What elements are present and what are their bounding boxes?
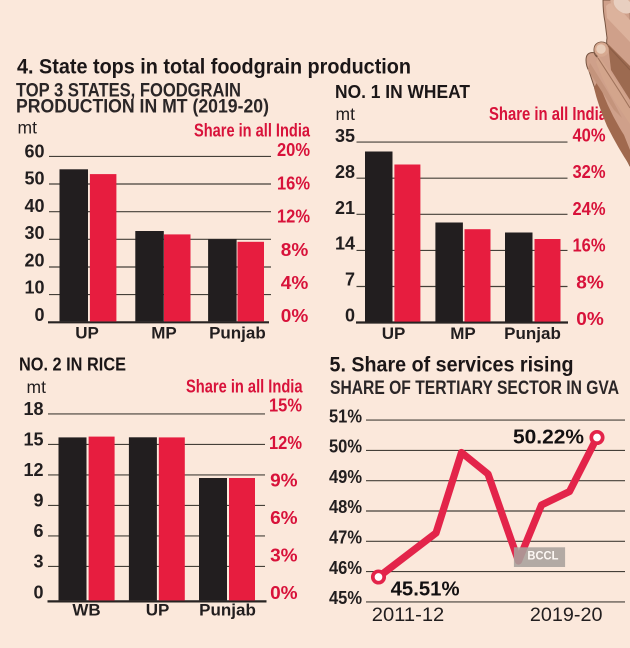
- svg-text:9: 9: [33, 491, 43, 511]
- svg-text:24%: 24%: [573, 198, 606, 219]
- svg-text:30: 30: [24, 223, 44, 243]
- svg-text:32%: 32%: [573, 161, 606, 182]
- svg-text:12%: 12%: [277, 206, 310, 227]
- svg-text:0: 0: [34, 305, 44, 325]
- svg-text:MP: MP: [450, 324, 476, 343]
- svg-text:Share in all India: Share in all India: [186, 377, 303, 397]
- svg-text:16%: 16%: [277, 172, 310, 193]
- svg-text:MP: MP: [151, 324, 177, 343]
- svg-text:50.22%: 50.22%: [513, 426, 584, 448]
- svg-text:Share in all India: Share in all India: [489, 104, 608, 124]
- svg-text:2019-20: 2019-20: [530, 604, 603, 626]
- svg-text:2011-12: 2011-12: [372, 604, 445, 626]
- svg-text:45%: 45%: [329, 588, 362, 608]
- svg-text:6%: 6%: [270, 507, 298, 528]
- svg-text:BCCL: BCCL: [527, 548, 558, 562]
- svg-text:3%: 3%: [270, 545, 298, 566]
- svg-text:0%: 0%: [270, 582, 298, 603]
- svg-text:50: 50: [24, 169, 44, 189]
- svg-text:3: 3: [33, 552, 43, 572]
- svg-text:0%: 0%: [576, 308, 604, 329]
- svg-text:mt: mt: [336, 104, 356, 124]
- svg-text:46%: 46%: [329, 558, 362, 578]
- svg-text:UP: UP: [382, 324, 406, 343]
- svg-text:NO. 2 IN RICE: NO. 2 IN RICE: [19, 354, 126, 375]
- svg-text:48%: 48%: [329, 497, 362, 517]
- svg-text:0: 0: [345, 306, 355, 326]
- svg-text:51%: 51%: [329, 406, 362, 426]
- svg-text:49%: 49%: [329, 467, 362, 487]
- svg-text:15: 15: [23, 430, 43, 450]
- svg-text:4. State tops in total foodgra: 4. State tops in total foodgrain product…: [17, 55, 411, 78]
- svg-text:PRODUCTION IN MT (2019-20): PRODUCTION IN MT (2019-20): [16, 97, 269, 118]
- svg-text:40: 40: [24, 196, 44, 216]
- svg-text:Share in all India: Share in all India: [194, 120, 311, 140]
- svg-text:mt: mt: [27, 377, 47, 397]
- svg-text:TOP 3 STATES, FOODGRAIN: TOP 3 STATES, FOODGRAIN: [16, 81, 241, 102]
- svg-text:50%: 50%: [329, 437, 362, 457]
- svg-text:60: 60: [24, 142, 44, 162]
- svg-text:20: 20: [24, 250, 44, 270]
- svg-text:15%: 15%: [269, 395, 302, 416]
- svg-text:40%: 40%: [573, 125, 606, 146]
- svg-text:NO. 1 IN WHEAT: NO. 1 IN WHEAT: [335, 81, 471, 102]
- svg-text:45.51%: 45.51%: [391, 579, 460, 601]
- svg-text:12%: 12%: [269, 432, 302, 453]
- svg-text:UP: UP: [146, 601, 170, 620]
- svg-text:12: 12: [23, 460, 43, 480]
- svg-text:Punjab: Punjab: [209, 324, 266, 343]
- svg-text:6: 6: [33, 521, 43, 541]
- svg-text:5. Share of services rising: 5. Share of services rising: [330, 354, 574, 377]
- svg-text:Punjab: Punjab: [504, 324, 561, 343]
- svg-text:0: 0: [33, 582, 43, 602]
- svg-text:UP: UP: [75, 324, 99, 343]
- svg-text:21: 21: [335, 198, 355, 218]
- svg-text:mt: mt: [18, 117, 38, 137]
- svg-text:7: 7: [345, 270, 355, 290]
- svg-text:16%: 16%: [573, 235, 606, 256]
- svg-text:8%: 8%: [281, 239, 309, 260]
- svg-text:14: 14: [335, 234, 355, 254]
- svg-text:18: 18: [23, 399, 43, 419]
- svg-text:8%: 8%: [576, 271, 604, 292]
- svg-text:SHARE OF TERTIARY SECTOR IN GV: SHARE OF TERTIARY SECTOR IN GVA: [330, 378, 619, 399]
- svg-text:28: 28: [335, 162, 355, 182]
- svg-text:4%: 4%: [281, 272, 309, 293]
- svg-text:10: 10: [24, 278, 44, 298]
- svg-text:47%: 47%: [329, 528, 362, 548]
- svg-text:WB: WB: [72, 601, 100, 620]
- svg-text:9%: 9%: [270, 470, 298, 491]
- svg-text:0%: 0%: [281, 305, 309, 326]
- svg-text:Punjab: Punjab: [199, 601, 256, 620]
- svg-text:35: 35: [335, 126, 355, 146]
- svg-text:20%: 20%: [277, 139, 310, 160]
